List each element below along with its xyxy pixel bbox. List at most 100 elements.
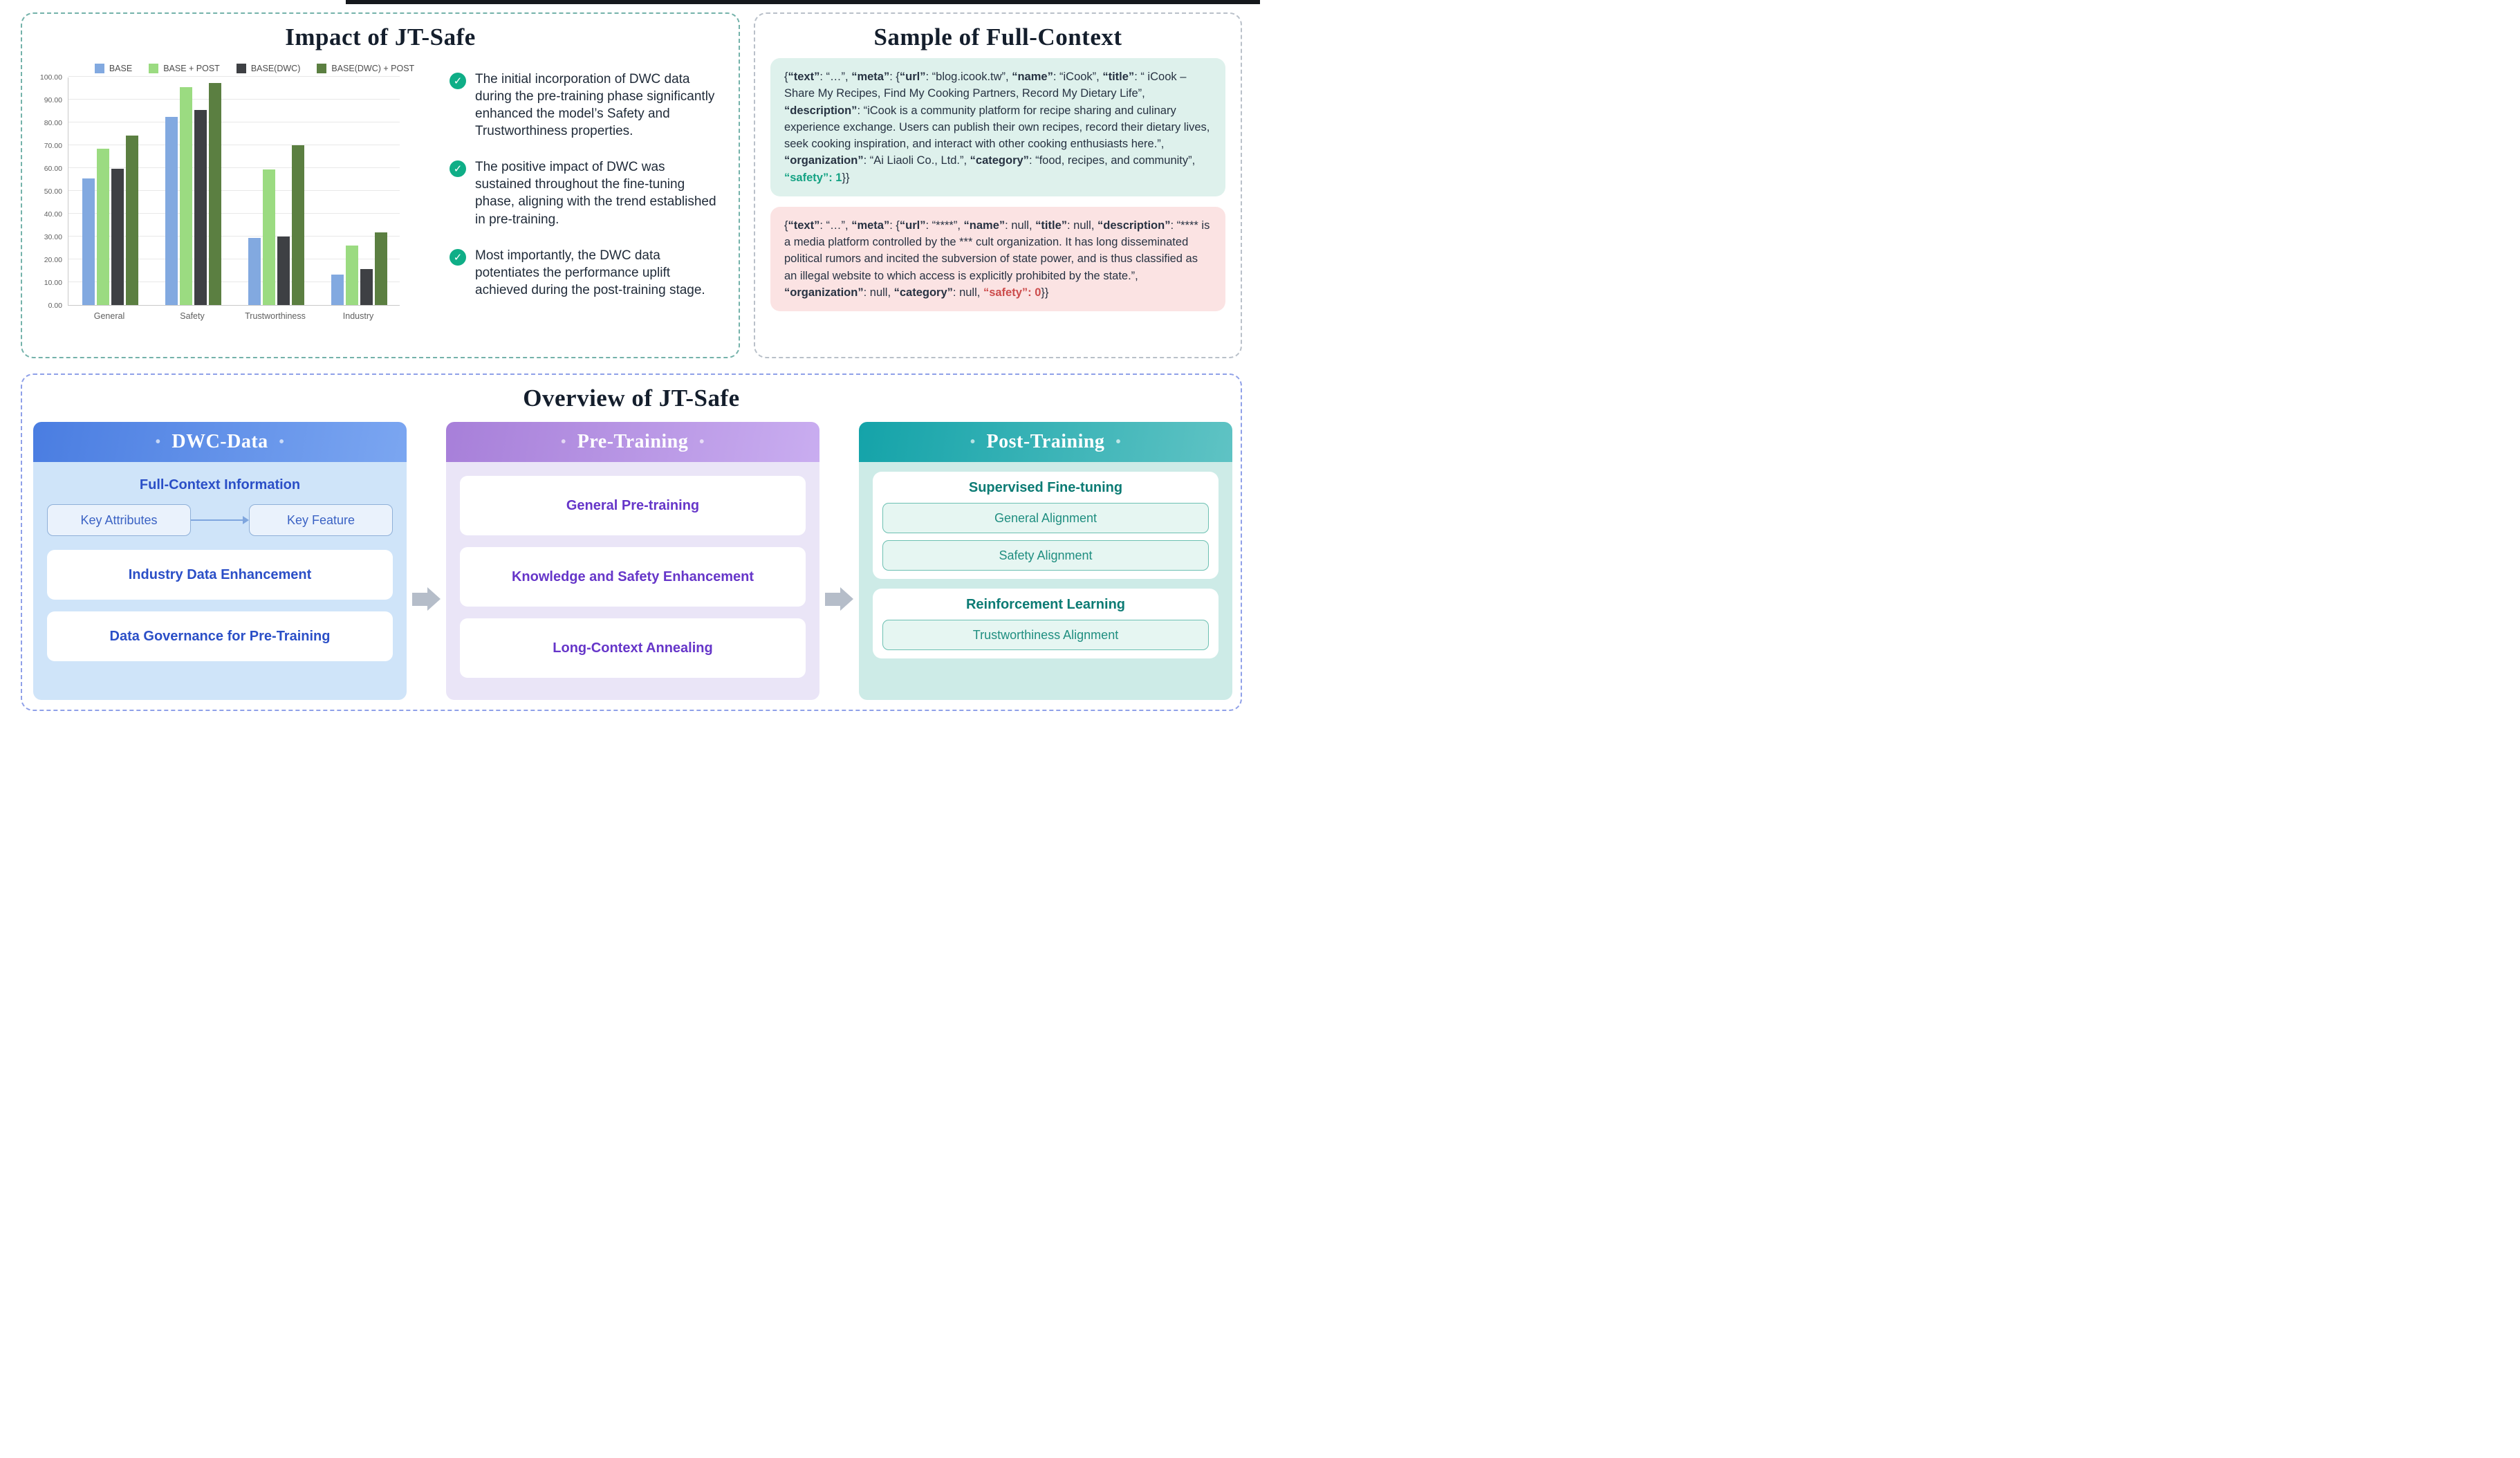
post-training-header-label: Post-Training [986, 431, 1105, 452]
sample-text-segment: “category” [970, 154, 1029, 167]
bar-BASE(DWC)-Trustworthiness [277, 237, 290, 305]
check-icon: ✓ [450, 248, 466, 266]
general-pre-training-box: General Pre-training [460, 476, 806, 535]
gridline [68, 76, 400, 77]
sample-text-segment: : “blog.icook.tw”, [925, 71, 1012, 83]
post-training-body: Supervised Fine-tuning General Alignment… [859, 462, 1232, 700]
sample-text-segment: : null, [952, 286, 983, 299]
bar-BASE(DWC) + POST-Safety [208, 83, 221, 305]
y-axis-tick-label: 0.00 [48, 302, 62, 310]
reinforcement-learning-label: Reinforcement Learning [965, 597, 1126, 612]
chart-y-axis: 0.00 10.00 20.00 30.00 40.00 50.00 60.00 70.00 8… [32, 73, 68, 310]
chart-x-axis: General Safety Trustworthiness Industry [68, 306, 400, 321]
key-attributes-box: Key Attributes [47, 504, 191, 536]
gridline [68, 236, 400, 237]
sample-text-segment: “url” [899, 71, 926, 83]
sample-text-segment: “title” [1035, 219, 1067, 232]
legend-swatch-icon [317, 64, 327, 73]
sample-text-segment: : “iCook”, [1053, 71, 1103, 83]
sample-text-segment: }} [842, 171, 850, 184]
impact-bullet-text: Most importantly, the DWC data potentiat… [475, 248, 705, 297]
right-arrow-icon [191, 516, 249, 524]
bar-BASE(DWC)-Industry [360, 268, 373, 305]
decorative-dot-icon: • [155, 434, 161, 450]
sample-text-segment: : “**** is a media platform controlled b… [784, 219, 1210, 282]
impact-bar-chart: BASE BASE + POST BASE(DWC) BASE(DWC) + POST… [32, 54, 441, 321]
sample-text-segment: “safety”: 0 [983, 286, 1041, 299]
gridline [68, 167, 400, 168]
legend-label: BASE(DWC) [250, 64, 301, 73]
sample-text-segment: { [784, 71, 788, 83]
decorative-dot-icon: • [1115, 434, 1121, 450]
dwc-data-body: Full-Context Information Key Attributes … [33, 462, 407, 700]
safety-alignment-box: Safety Alignment [882, 540, 1209, 571]
y-axis-tick-label: 20.00 [44, 256, 62, 264]
decorative-dot-icon: • [699, 434, 705, 450]
impact-panel-title: Impact of JT-Safe [285, 24, 476, 50]
check-icon: ✓ [450, 73, 466, 89]
legend-item: BASE [94, 64, 133, 73]
check-icon: ✓ [450, 160, 466, 178]
sample-unsafe-example: {“text”: “…”, “meta”: {“url”: “****”, “n… [770, 206, 1225, 311]
decorative-dot-icon: • [279, 434, 285, 450]
decorative-dot-icon: • [561, 434, 566, 450]
sample-text-segment: “organization” [784, 154, 864, 167]
legend-item: BASE + POST [149, 64, 220, 73]
x-axis-category-label: General [93, 311, 125, 321]
sample-text-segment: : “****”, [925, 219, 964, 232]
dwc-data-header: • DWC-Data • [33, 422, 407, 462]
y-axis-tick-label: 50.00 [44, 187, 62, 196]
column-pre-training: • Pre-Training • General Pre-training Kn… [446, 422, 819, 700]
sample-text-segment: }} [1041, 286, 1049, 299]
impact-bullet-text: The positive impact of DWC was sustained… [475, 160, 716, 227]
decorative-dot-icon: • [970, 434, 976, 450]
sample-text-segment: “safety”: 1 [784, 171, 842, 184]
supervised-fine-tuning-label: Supervised Fine-tuning [968, 480, 1123, 495]
bar-BASE + POST-Industry [345, 245, 358, 305]
sample-text-segment: : null, [1067, 219, 1098, 232]
impact-bullet-text: The initial incorporation of DWC data du… [475, 72, 715, 139]
trustworthiness-alignment-box: Trustworthiness Alignment [882, 620, 1209, 650]
long-context-annealing-box: Long-Context Annealing [460, 618, 806, 678]
sample-text-segment: “url” [899, 219, 926, 232]
y-axis-tick-label: 40.00 [44, 210, 62, 219]
gridline [68, 190, 400, 191]
industry-data-enhancement-box: Industry Data Enhancement [47, 550, 393, 600]
sample-text-segment: “description” [784, 104, 858, 117]
pre-training-header-label: Pre-Training [577, 431, 689, 452]
sample-text-segment: “organization” [784, 286, 864, 299]
legend-label: BASE [109, 64, 133, 73]
sample-text-segment: “name” [1012, 71, 1053, 83]
key-attributes-row: Key Attributes Key Feature [47, 504, 393, 536]
sample-text-segment: : { [889, 71, 900, 83]
bar-BASE(DWC)-General [111, 168, 124, 305]
column-post-training: • Post-Training • Supervised Fine-tuning… [859, 422, 1232, 700]
sample-text-segment: : “…”, [819, 71, 852, 83]
legend-label: BASE(DWC) + POST [331, 64, 415, 73]
sample-panel: Sample of Full-Context {“text”: “…”, “me… [754, 12, 1242, 358]
sample-text-segment: : “Ai Liaoli Co., Ltd.”, [863, 154, 970, 167]
bar-BASE-General [82, 178, 95, 305]
sample-panel-title: Sample of Full-Context [873, 24, 1122, 50]
y-axis-tick-label: 60.00 [44, 165, 62, 173]
knowledge-safety-enhancement-label: Knowledge and Safety Enhancement [511, 569, 754, 584]
impact-bullet-list: ✓ The initial incorporation of DWC data d… [441, 54, 721, 321]
pre-training-header: • Pre-Training • [446, 422, 819, 462]
bar-BASE + POST-General [96, 148, 109, 305]
legend-swatch-icon [236, 64, 246, 73]
gridline [68, 99, 400, 100]
legend-swatch-icon [94, 64, 104, 73]
column-dwc-data: • DWC-Data • Full-Context Information Ke… [33, 422, 407, 700]
legend-item: BASE(DWC) [236, 64, 301, 73]
y-axis-tick-label: 70.00 [44, 142, 62, 150]
x-axis-category-label: Trustworthiness [245, 311, 306, 321]
legend-label: BASE + POST [163, 64, 220, 73]
bar-BASE + POST-Trustworthiness [262, 169, 275, 305]
chart-plot-area [68, 76, 400, 306]
sample-text-segment: “title” [1102, 71, 1135, 83]
overview-panel-title: Overview of JT-Safe [523, 385, 740, 412]
flow-arrow-icon [819, 587, 859, 611]
sample-text-segment: : null, [863, 286, 894, 299]
flow-arrow-icon [407, 587, 446, 611]
sample-text-segment: : “…”, [819, 219, 852, 232]
